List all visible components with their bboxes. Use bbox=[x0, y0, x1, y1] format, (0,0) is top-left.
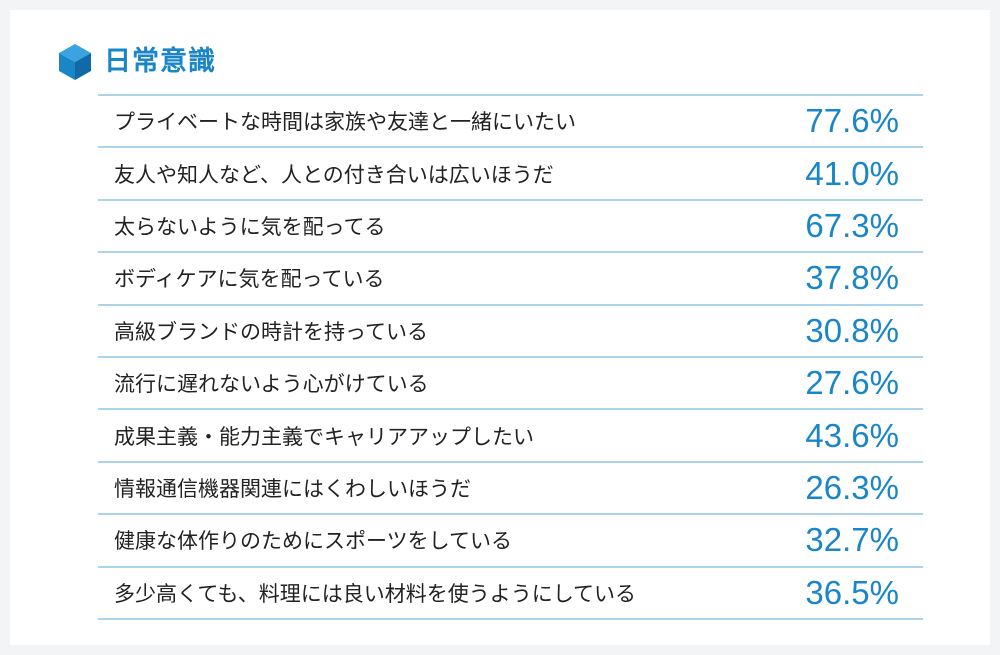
item-label: 友人や知人など、人との付き合いは広いほうだ bbox=[114, 162, 554, 187]
item-percentage: 30.8% bbox=[805, 311, 899, 349]
content-card: 日常意識 プライベートな時間は家族や友達と一緒にいたい 77.6% 友人や知人な… bbox=[10, 10, 990, 645]
section-title: 日常意識 bbox=[104, 46, 216, 77]
list-item: 健康な体作りのためにスポーツをしている 32.7% bbox=[98, 515, 923, 568]
item-label: 健康な体作りのためにスポーツをしている bbox=[114, 529, 512, 554]
cube-icon bbox=[59, 44, 91, 80]
item-label: 太らないように気を配ってる bbox=[114, 214, 386, 239]
item-percentage: 67.3% bbox=[805, 206, 899, 244]
item-percentage: 41.0% bbox=[805, 154, 899, 192]
item-percentage: 32.7% bbox=[805, 521, 899, 559]
item-label: ボディケアに気を配っている bbox=[114, 267, 385, 292]
item-label: 情報通信機器関連にはくわしいほうだ bbox=[114, 476, 471, 501]
item-label: プライベートな時間は家族や友達と一緒にいたい bbox=[114, 110, 576, 135]
list-item: 高級ブランドの時計を持っている 30.8% bbox=[98, 306, 923, 358]
list-item: 友人や知人など、人との付き合いは広いほうだ 41.0% bbox=[98, 148, 923, 201]
item-percentage: 43.6% bbox=[805, 416, 899, 454]
item-percentage: 36.5% bbox=[805, 573, 899, 611]
item-label: 高級ブランドの時計を持っている bbox=[114, 319, 428, 344]
list-item: ボディケアに気を配っている 37.8% bbox=[98, 253, 923, 306]
list-item: 多少高くても、料理には良い材料を使うようにしている 36.5% bbox=[98, 568, 923, 620]
item-percentage: 27.6% bbox=[805, 364, 899, 402]
item-percentage: 26.3% bbox=[805, 468, 899, 506]
item-label: 成果主義・能力主義でキャリアアップしたい bbox=[114, 424, 534, 449]
attitude-list: プライベートな時間は家族や友達と一緒にいたい 77.6% 友人や知人など、人との… bbox=[98, 94, 923, 620]
list-item: プライベートな時間は家族や友達と一緒にいたい 77.6% bbox=[98, 96, 923, 149]
list-item: 情報通信機器関連にはくわしいほうだ 26.3% bbox=[98, 463, 923, 516]
item-label: 流行に遅れないよう心がけている bbox=[114, 372, 429, 397]
section-header: 日常意識 bbox=[58, 40, 216, 84]
list-item: 太らないように気を配ってる 67.3% bbox=[98, 201, 923, 254]
list-item: 成果主義・能力主義でキャリアアップしたい 43.6% bbox=[98, 410, 923, 463]
item-percentage: 37.8% bbox=[805, 259, 899, 297]
item-percentage: 77.6% bbox=[805, 102, 899, 140]
item-label: 多少高くても、料理には良い材料を使うようにしている bbox=[114, 581, 637, 606]
list-item: 流行に遅れないよう心がけている 27.6% bbox=[98, 358, 923, 411]
